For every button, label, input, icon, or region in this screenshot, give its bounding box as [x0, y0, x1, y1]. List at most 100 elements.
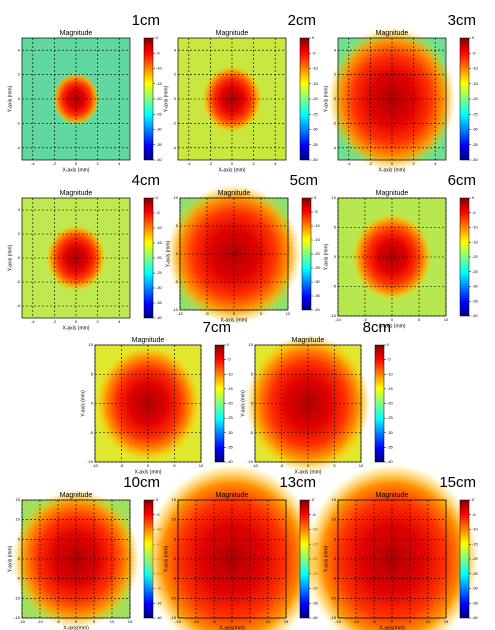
- x-axis-label: X-axis(mm): [219, 625, 245, 630]
- colorbar-tick-label: -35: [472, 142, 479, 147]
- colorbar-tick-label: -40: [156, 157, 163, 162]
- panel-title: Magnitude: [376, 30, 409, 37]
- y-tick-label: 10: [89, 342, 94, 347]
- y-tick-label: 0: [334, 254, 337, 259]
- panel-label: 15cm: [439, 474, 476, 491]
- x-tick-label: -15: [175, 619, 182, 624]
- colorbar-tick-label: -5: [156, 210, 160, 215]
- x-tick-label: -5: [120, 463, 124, 468]
- x-tick-label: 0: [75, 619, 78, 624]
- y-tick-label: 10: [332, 195, 337, 200]
- x-tick-label: -5: [372, 619, 376, 624]
- colorbar-tick-label: -20: [314, 251, 321, 256]
- colorbar-tick-label: -30: [314, 279, 321, 284]
- y-tick-label: 15: [172, 497, 177, 502]
- x-tick-label: -10: [252, 463, 259, 468]
- plot-frame: [21, 499, 131, 619]
- colorbar-tick-label: -15: [387, 386, 394, 391]
- panel-title: Magnitude: [216, 30, 249, 37]
- y-tick-label: 4: [174, 47, 177, 52]
- x-axis-label: X-axis (mm): [379, 167, 406, 173]
- x-tick-label: 0: [231, 619, 234, 624]
- y-tick-label: 0: [91, 401, 94, 406]
- y-tick-label: -10: [330, 313, 337, 318]
- colorbar-tick-label: -10: [472, 66, 479, 71]
- colorbar-tick-label: -20: [387, 401, 394, 406]
- colorbar-tick-label: -30: [472, 284, 479, 289]
- plot-frame: [177, 499, 287, 619]
- panel-label: 5cm: [290, 172, 318, 189]
- y-axis-label: Y-axis (mm): [80, 390, 86, 417]
- heatmap-spot: [144, 463, 320, 630]
- colorbar-tick-label: -35: [472, 600, 479, 605]
- x-tick-label: 5: [260, 311, 263, 316]
- plot-frame: [337, 499, 447, 619]
- colorbar-tick-label: -20: [156, 96, 163, 101]
- colorbar-tick-label: -5: [156, 50, 160, 55]
- colorbar-tick-label: -40: [227, 459, 234, 464]
- x-tick-label: 2: [96, 161, 99, 166]
- colorbar-tick-label: 0: [472, 195, 475, 200]
- y-tick-label: 5: [251, 371, 254, 376]
- y-tick-label: 5: [334, 225, 337, 230]
- x-tick-label: 0: [147, 463, 150, 468]
- colorbar-tick-label: -10: [312, 66, 319, 71]
- x-tick-label: 5: [249, 619, 252, 624]
- colorbar: [143, 37, 154, 161]
- y-tick-label: -10: [170, 595, 177, 600]
- y-tick-label: 0: [174, 556, 177, 561]
- panel-title: Magnitude: [216, 492, 249, 499]
- x-tick-label: 0: [391, 619, 394, 624]
- colorbar-tick-label: -15: [312, 81, 319, 86]
- plot-frame: [177, 37, 287, 161]
- colorbar-tick-label: -25: [472, 269, 479, 274]
- colorbar: [374, 344, 385, 463]
- colorbar-tick-label: -20: [472, 96, 479, 101]
- y-tick-label: 4: [18, 47, 21, 52]
- colorbar-tick-label: -20: [156, 255, 163, 260]
- colorbar-tick-label: -40: [314, 307, 321, 312]
- y-tick-label: -10: [247, 459, 254, 464]
- colorbar: [301, 197, 312, 311]
- x-axis-label: X-axis (mm): [219, 167, 246, 173]
- y-tick-label: 4: [18, 207, 21, 212]
- x-tick-label: 15: [128, 619, 133, 624]
- y-axis-label: Y-axis (mm): [7, 244, 13, 271]
- x-tick-label: 4: [118, 161, 121, 166]
- x-tick-label: 5: [93, 619, 96, 624]
- x-tick-label: 5: [173, 463, 176, 468]
- y-tick-label: 10: [332, 517, 337, 522]
- x-tick-label: -5: [280, 463, 284, 468]
- y-tick-label: -5: [16, 576, 20, 581]
- colorbar-tick-label: -35: [472, 298, 479, 303]
- colorbar-tick-label: -30: [472, 127, 479, 132]
- x-tick-label: 2: [96, 319, 99, 324]
- y-tick-label: -5: [332, 576, 336, 581]
- x-tick-label: -5: [363, 317, 367, 322]
- x-tick-label: -2: [369, 161, 373, 166]
- y-tick-label: 5: [334, 536, 337, 541]
- colorbar-tick-label: -30: [472, 586, 479, 591]
- panel-title: Magnitude: [132, 337, 165, 344]
- x-tick-label: -4: [187, 161, 191, 166]
- y-axis-label: Y-axis (mm): [240, 390, 246, 417]
- y-axis-label: Y-axis (mm): [165, 240, 171, 267]
- y-tick-label: 5: [176, 223, 179, 228]
- x-tick-label: -5: [212, 619, 216, 624]
- colorbar-tick-label: 0: [312, 497, 315, 502]
- colorbar-tick-label: 0: [472, 35, 475, 40]
- x-axis-label: X-axis(mm): [63, 625, 89, 630]
- heatmap-spot: [304, 463, 480, 630]
- colorbar-tick-label: -25: [314, 265, 321, 270]
- colorbar-tick-label: 0: [156, 497, 159, 502]
- colorbar-tick-label: -5: [387, 357, 391, 362]
- x-tick-label: 0: [231, 161, 234, 166]
- y-tick-label: -2: [16, 120, 20, 125]
- colorbar-tick-label: 0: [312, 35, 315, 40]
- y-tick-label: -10: [14, 595, 21, 600]
- colorbar-tick-label: -30: [156, 127, 163, 132]
- colorbar-tick-label: -30: [227, 430, 234, 435]
- panel-label: 1cm: [132, 12, 160, 29]
